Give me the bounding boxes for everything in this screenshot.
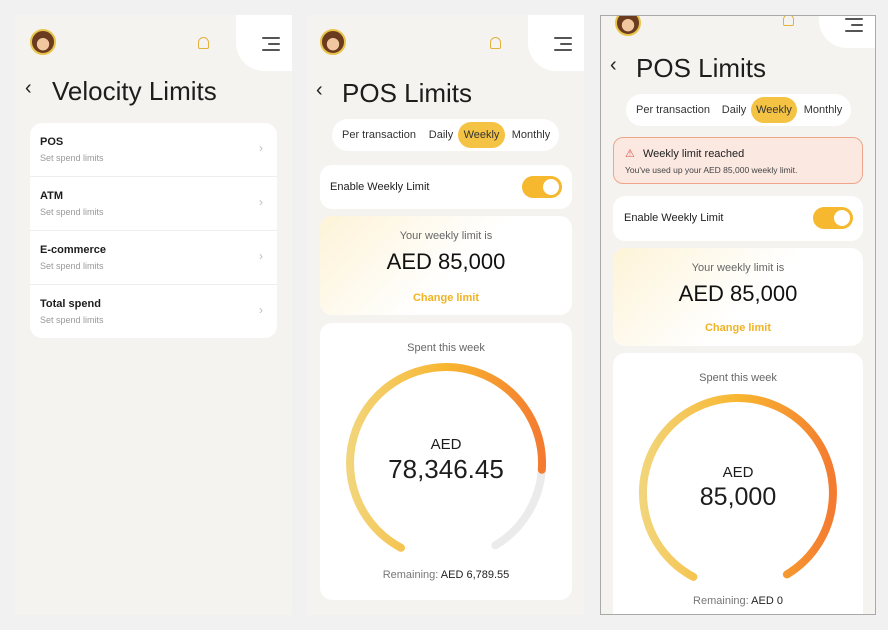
gauge [638,394,837,581]
gauge [346,363,546,552]
limit-card: Your weekly limit is AED 85,000 Change l… [613,248,863,346]
limits-list: POS Set spend limits › ATM Set spend limits… [30,123,277,338]
remaining-amount: AED 0 [751,595,783,607]
row-sub: Set spend limits [40,261,104,271]
row-label: ATM [40,190,64,202]
tab[interactable]: Daily [428,129,454,141]
bell-icon[interactable] [490,37,501,49]
avatar[interactable] [30,29,56,55]
change-limit[interactable]: Change limit [704,322,771,334]
remaining-amount: AED 6,789.55 [440,569,510,581]
limit-amount: AED 85,000 [386,249,506,274]
gauge-track [491,465,546,550]
alert-banner: ⚠ Weekly limit reached You've used up yo… [613,137,863,184]
screen-title: Velocity Limits [52,76,217,106]
row-label: POS [40,136,64,148]
currency: AED [430,436,462,453]
remaining-label: Remaining: [382,569,439,581]
limit-card: Your weekly limit is AED 85,000 Change l… [320,216,572,315]
remaining-label: Remaining: [693,595,749,607]
limit-caption: Your weekly limit is [691,262,785,274]
tab[interactable]: Per transaction [342,129,416,141]
tab[interactable]: Monthly [803,104,843,116]
tab[interactable]: Per transaction [636,104,710,116]
menu-button[interactable] [236,15,292,71]
back-button[interactable]: ‹ [316,79,323,101]
tab[interactable]: Monthly [511,129,551,141]
gauge-fill [346,363,546,552]
remaining: Remaining: AED 6,789.55 [320,569,572,581]
screen: ‹ Velocity Limits POS Set spend limits › A… [15,15,292,615]
row-label: E-commerce [40,244,107,256]
toggle-label: Enable Weekly Limit [330,181,430,193]
bell-icon[interactable] [198,37,209,49]
row-sub: Set spend limits [40,315,104,325]
spent-caption: Spent this week [699,372,777,384]
spent-amount: 85,000 [699,483,777,511]
list-row[interactable]: POS Set spend limits › [30,123,277,177]
menu-button[interactable] [819,16,875,48]
alert-title: Weekly limit reached [643,148,745,160]
toggle-card: Enable Weekly Limit [320,165,572,209]
screen: ‹ POS Limits Per transaction Daily Weekl… [307,15,584,615]
gauge-fill [638,394,837,581]
back-button[interactable]: ‹ [25,77,32,99]
row-label: Total spend [40,298,101,310]
change-limit[interactable]: Change limit [412,292,479,304]
tab-selected[interactable]: Weekly [751,97,797,123]
toggle[interactable] [522,176,562,198]
menu-button[interactable] [528,15,584,71]
toggle-card: Enable Weekly Limit [613,196,863,241]
limit-caption: Your weekly limit is [399,230,493,242]
screen: ‹ POS Limits Per transaction Daily Weekl… [600,15,876,615]
spent-caption: Spent this week [407,342,485,354]
row-sub: Set spend limits [40,153,104,163]
back-button[interactable]: ‹ [610,54,617,76]
row-sub: Set spend limits [40,207,104,217]
currency: AED [722,464,754,481]
alert-icon: ⚠ [625,148,635,160]
remaining: Remaining: AED 0 [613,595,863,607]
avatar[interactable] [615,16,641,36]
period-tabs: Per transaction Daily Weekly Monthly [332,119,559,151]
screen-title: POS Limits [342,78,473,108]
bell-icon[interactable] [783,16,794,26]
tab[interactable]: Daily [721,104,747,116]
limit-amount: AED 85,000 [678,281,798,306]
toggle-label: Enable Weekly Limit [624,212,724,224]
screen-title: POS Limits [636,53,767,83]
spent-card: Spent this week AED 78,346.45 Remaining:… [320,323,572,600]
list-row[interactable]: E-commerce Set spend limits › [30,231,277,285]
tab-selected[interactable]: Weekly [458,122,505,148]
avatar[interactable] [320,29,346,55]
toggle[interactable] [813,207,853,229]
spent-card: Spent this week AED 85,000 Remaining: AE… [613,353,863,614]
list-row[interactable]: Total spend Set spend limits › [40,298,263,325]
spent-amount: 78,346.45 [388,454,504,484]
period-tabs: Per transaction Daily Weekly Monthly [626,94,851,126]
list-row[interactable]: ATM Set spend limits › [30,177,277,231]
alert-text: You've used up your AED 85,000 weekly li… [625,165,798,175]
